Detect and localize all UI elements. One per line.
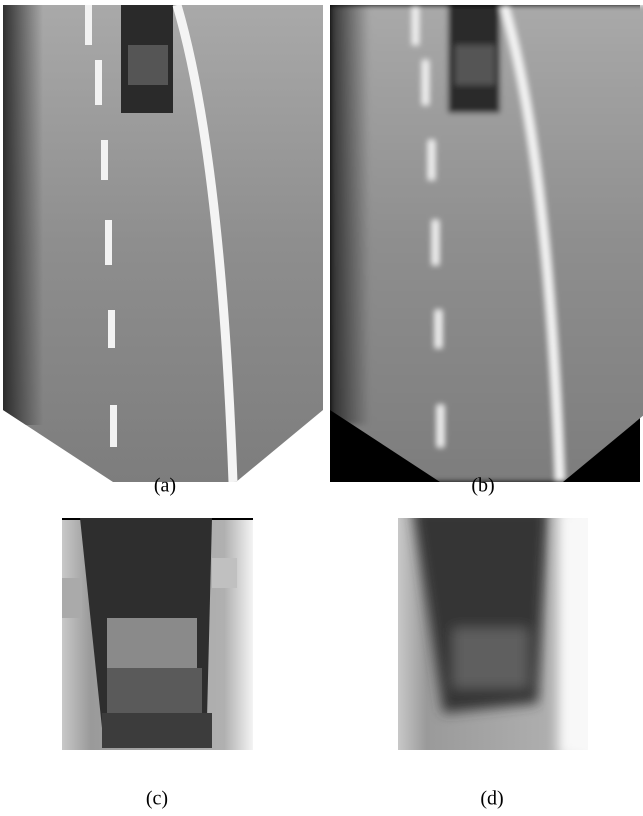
panel-label: (a)	[154, 475, 176, 497]
panel-label: (d)	[480, 788, 503, 810]
panel-a-image	[3, 5, 323, 482]
panel-b-image	[330, 5, 643, 482]
panel-label: (c)	[146, 788, 168, 810]
panel-d-clip	[398, 508, 598, 758]
figure: (a) (b) (c) (d)	[0, 0, 643, 816]
panel-label: (b)	[471, 475, 494, 497]
panel-d-image	[398, 508, 598, 758]
panel-c-image	[62, 518, 253, 750]
